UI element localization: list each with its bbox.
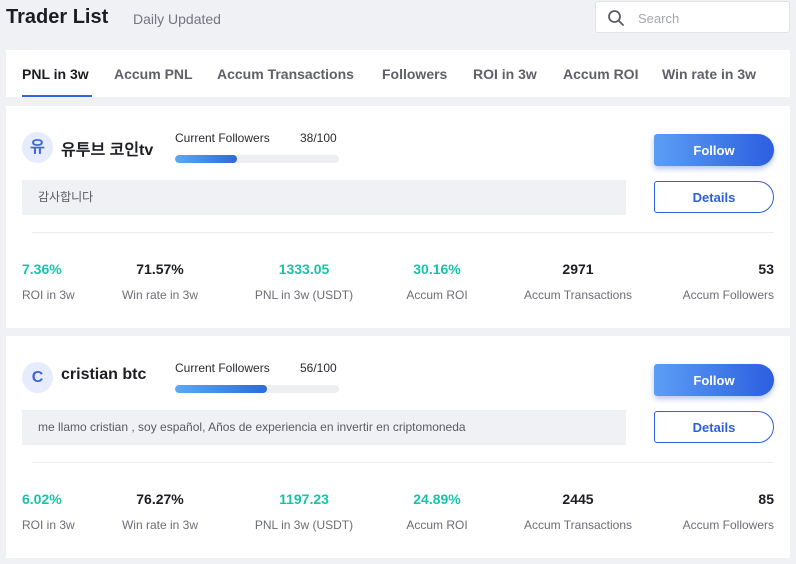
follow-button[interactable]: Follow bbox=[654, 364, 774, 396]
win-rate-3w-label: Win rate in 3w bbox=[121, 288, 199, 302]
page-title: Trader List bbox=[6, 6, 109, 28]
roi-3w-value: 6.02% bbox=[22, 491, 62, 507]
tab-win-rate-in-3w[interactable]: Win rate in 3w bbox=[662, 66, 757, 82]
card-divider bbox=[32, 232, 774, 233]
tab-pnl-in-3w[interactable]: PNL in 3w bbox=[22, 66, 89, 82]
accum-transactions-label: Accum Transactions bbox=[523, 518, 633, 532]
tab-roi-in-3w[interactable]: ROI in 3w bbox=[473, 66, 537, 82]
win-rate-3w-value: 71.57% bbox=[136, 261, 184, 277]
accum-followers-label: Accum Followers bbox=[682, 288, 774, 302]
page-header: Trader List Daily Updated bbox=[0, 0, 796, 46]
pnl-3w-value: 1333.05 bbox=[278, 261, 330, 277]
details-button[interactable]: Details bbox=[654, 411, 774, 443]
card-divider bbox=[32, 462, 774, 463]
pnl-3w-label: PNL in 3w (USDT) bbox=[254, 288, 354, 302]
trader-card: C cristian btc Current Followers 56/100 … bbox=[6, 336, 790, 558]
followers-progress-fill bbox=[175, 155, 238, 163]
tab-followers[interactable]: Followers bbox=[382, 66, 448, 82]
search-input[interactable] bbox=[636, 8, 785, 28]
trader-name[interactable]: cristian btc bbox=[61, 366, 147, 383]
page-subtitle: Daily Updated bbox=[133, 11, 221, 27]
details-button[interactable]: Details bbox=[654, 181, 774, 213]
accum-roi-value: 24.89% bbox=[413, 491, 461, 507]
followers-progress-bar bbox=[175, 155, 339, 163]
trader-card: 유 유투브 코인tv Current Followers 38/100 감사합니… bbox=[6, 106, 790, 328]
win-rate-3w-value: 76.27% bbox=[136, 491, 184, 507]
accum-followers-value: 85 bbox=[758, 491, 774, 507]
current-followers-count: 56/100 bbox=[300, 361, 337, 375]
pnl-3w-label: PNL in 3w (USDT) bbox=[254, 518, 354, 532]
accum-roi-value: 30.16% bbox=[413, 261, 461, 277]
trader-bio: me llamo cristian , soy español, Años de… bbox=[22, 410, 626, 445]
accum-roi-label: Accum ROI bbox=[406, 288, 468, 302]
accum-transactions-value: 2445 bbox=[562, 491, 594, 507]
win-rate-3w-label: Win rate in 3w bbox=[121, 518, 199, 532]
accum-followers-value: 53 bbox=[758, 261, 774, 277]
accum-transactions-label: Accum Transactions bbox=[523, 288, 633, 302]
sort-tabs: PNL in 3w Accum PNL Accum Transactions F… bbox=[6, 50, 790, 97]
tab-accum-transactions[interactable]: Accum Transactions bbox=[217, 66, 354, 82]
roi-3w-value: 7.36% bbox=[22, 261, 62, 277]
pnl-3w-value: 1197.23 bbox=[279, 491, 329, 507]
trader-bio: 감사합니다 bbox=[22, 180, 626, 215]
avatar: 유 bbox=[22, 132, 53, 163]
trader-name[interactable]: 유투브 코인tv bbox=[61, 142, 154, 159]
followers-progress-fill bbox=[175, 385, 267, 393]
accum-followers-label: Accum Followers bbox=[682, 518, 774, 532]
followers-progress-bar bbox=[175, 385, 339, 393]
accum-transactions-value: 2971 bbox=[562, 261, 594, 277]
search-icon[interactable] bbox=[607, 9, 625, 32]
active-tab-indicator bbox=[22, 95, 92, 97]
accum-roi-label: Accum ROI bbox=[406, 518, 468, 532]
current-followers-label: Current Followers bbox=[175, 131, 270, 145]
search-box[interactable] bbox=[595, 1, 790, 33]
roi-3w-label: ROI in 3w bbox=[22, 288, 75, 302]
current-followers-count: 38/100 bbox=[300, 131, 337, 145]
tab-accum-pnl[interactable]: Accum PNL bbox=[114, 66, 193, 82]
follow-button[interactable]: Follow bbox=[654, 134, 774, 166]
current-followers-label: Current Followers bbox=[175, 361, 270, 375]
roi-3w-label: ROI in 3w bbox=[22, 518, 75, 532]
tab-accum-roi[interactable]: Accum ROI bbox=[563, 66, 639, 82]
avatar: C bbox=[22, 362, 53, 393]
